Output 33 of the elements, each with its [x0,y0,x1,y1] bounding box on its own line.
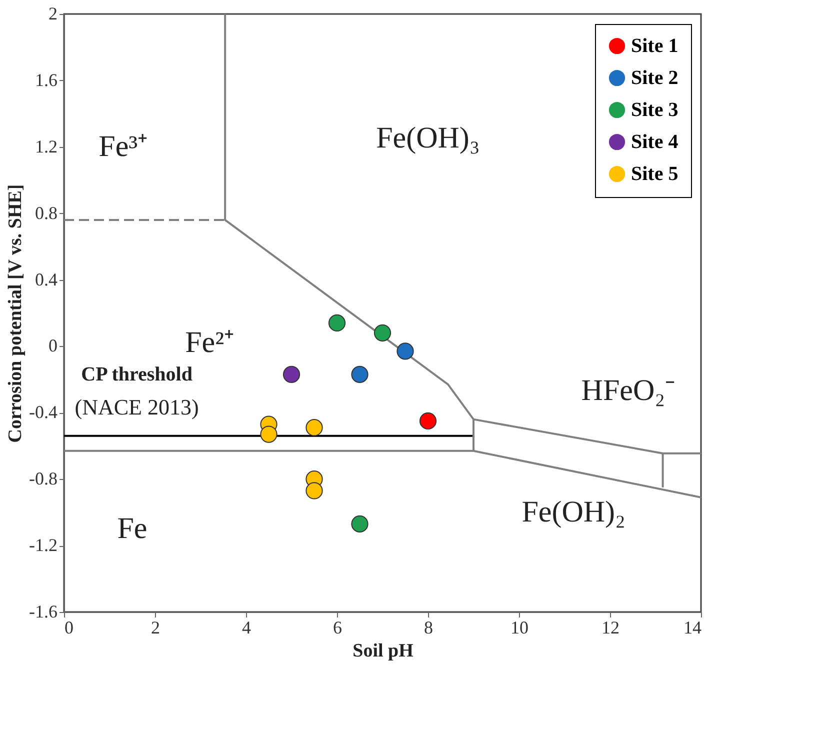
annotation: (NACE 2013) [74,394,199,420]
annotation: Fe³⁺ [98,130,148,163]
y-axis-title: Corrosion potential [V vs. SHE] [5,184,26,443]
x-tick-label: 12 [602,618,620,638]
y-tick-label: -1.2 [29,535,58,556]
y-tick-label: -0.8 [29,468,58,489]
annotation: CP threshold [81,363,192,386]
annotation: HFeO₂⁻ [581,374,676,408]
legend-label: Site 5 [631,163,678,185]
annotation: Fe(OH)₂ [522,495,626,528]
annotation: Fe [117,512,148,545]
y-tick-label: 0.8 [35,202,58,223]
x-tick-label: 8 [424,618,433,638]
y-tick-label: 0 [48,336,58,356]
legend-label: Site 1 [631,35,678,57]
y-tick-label: 2 [48,4,58,24]
x-tick-label: 0 [64,618,74,638]
x-tick-label: 2 [151,618,160,638]
x-tick-label: 14 [684,618,702,638]
y-tick-label: -1.6 [29,602,58,622]
annotation: Fe²⁺ [185,326,234,359]
annotation: Fe(OH)₃ [376,122,480,155]
y-tick-label: 1.6 [35,70,58,90]
x-tick-label: 6 [333,618,342,638]
y-tick-label: 0.4 [35,269,58,290]
y-tick-label: -0.4 [29,402,58,422]
x-tick-label: 4 [242,618,251,638]
legend-label: Site 3 [631,99,678,121]
y-tick-label: 1.2 [35,136,58,156]
x-axis-title: Soil pH [352,640,414,662]
legend-label: Site 4 [631,131,678,153]
legend-label: Site 2 [631,67,678,89]
x-tick-label: 10 [510,618,528,638]
